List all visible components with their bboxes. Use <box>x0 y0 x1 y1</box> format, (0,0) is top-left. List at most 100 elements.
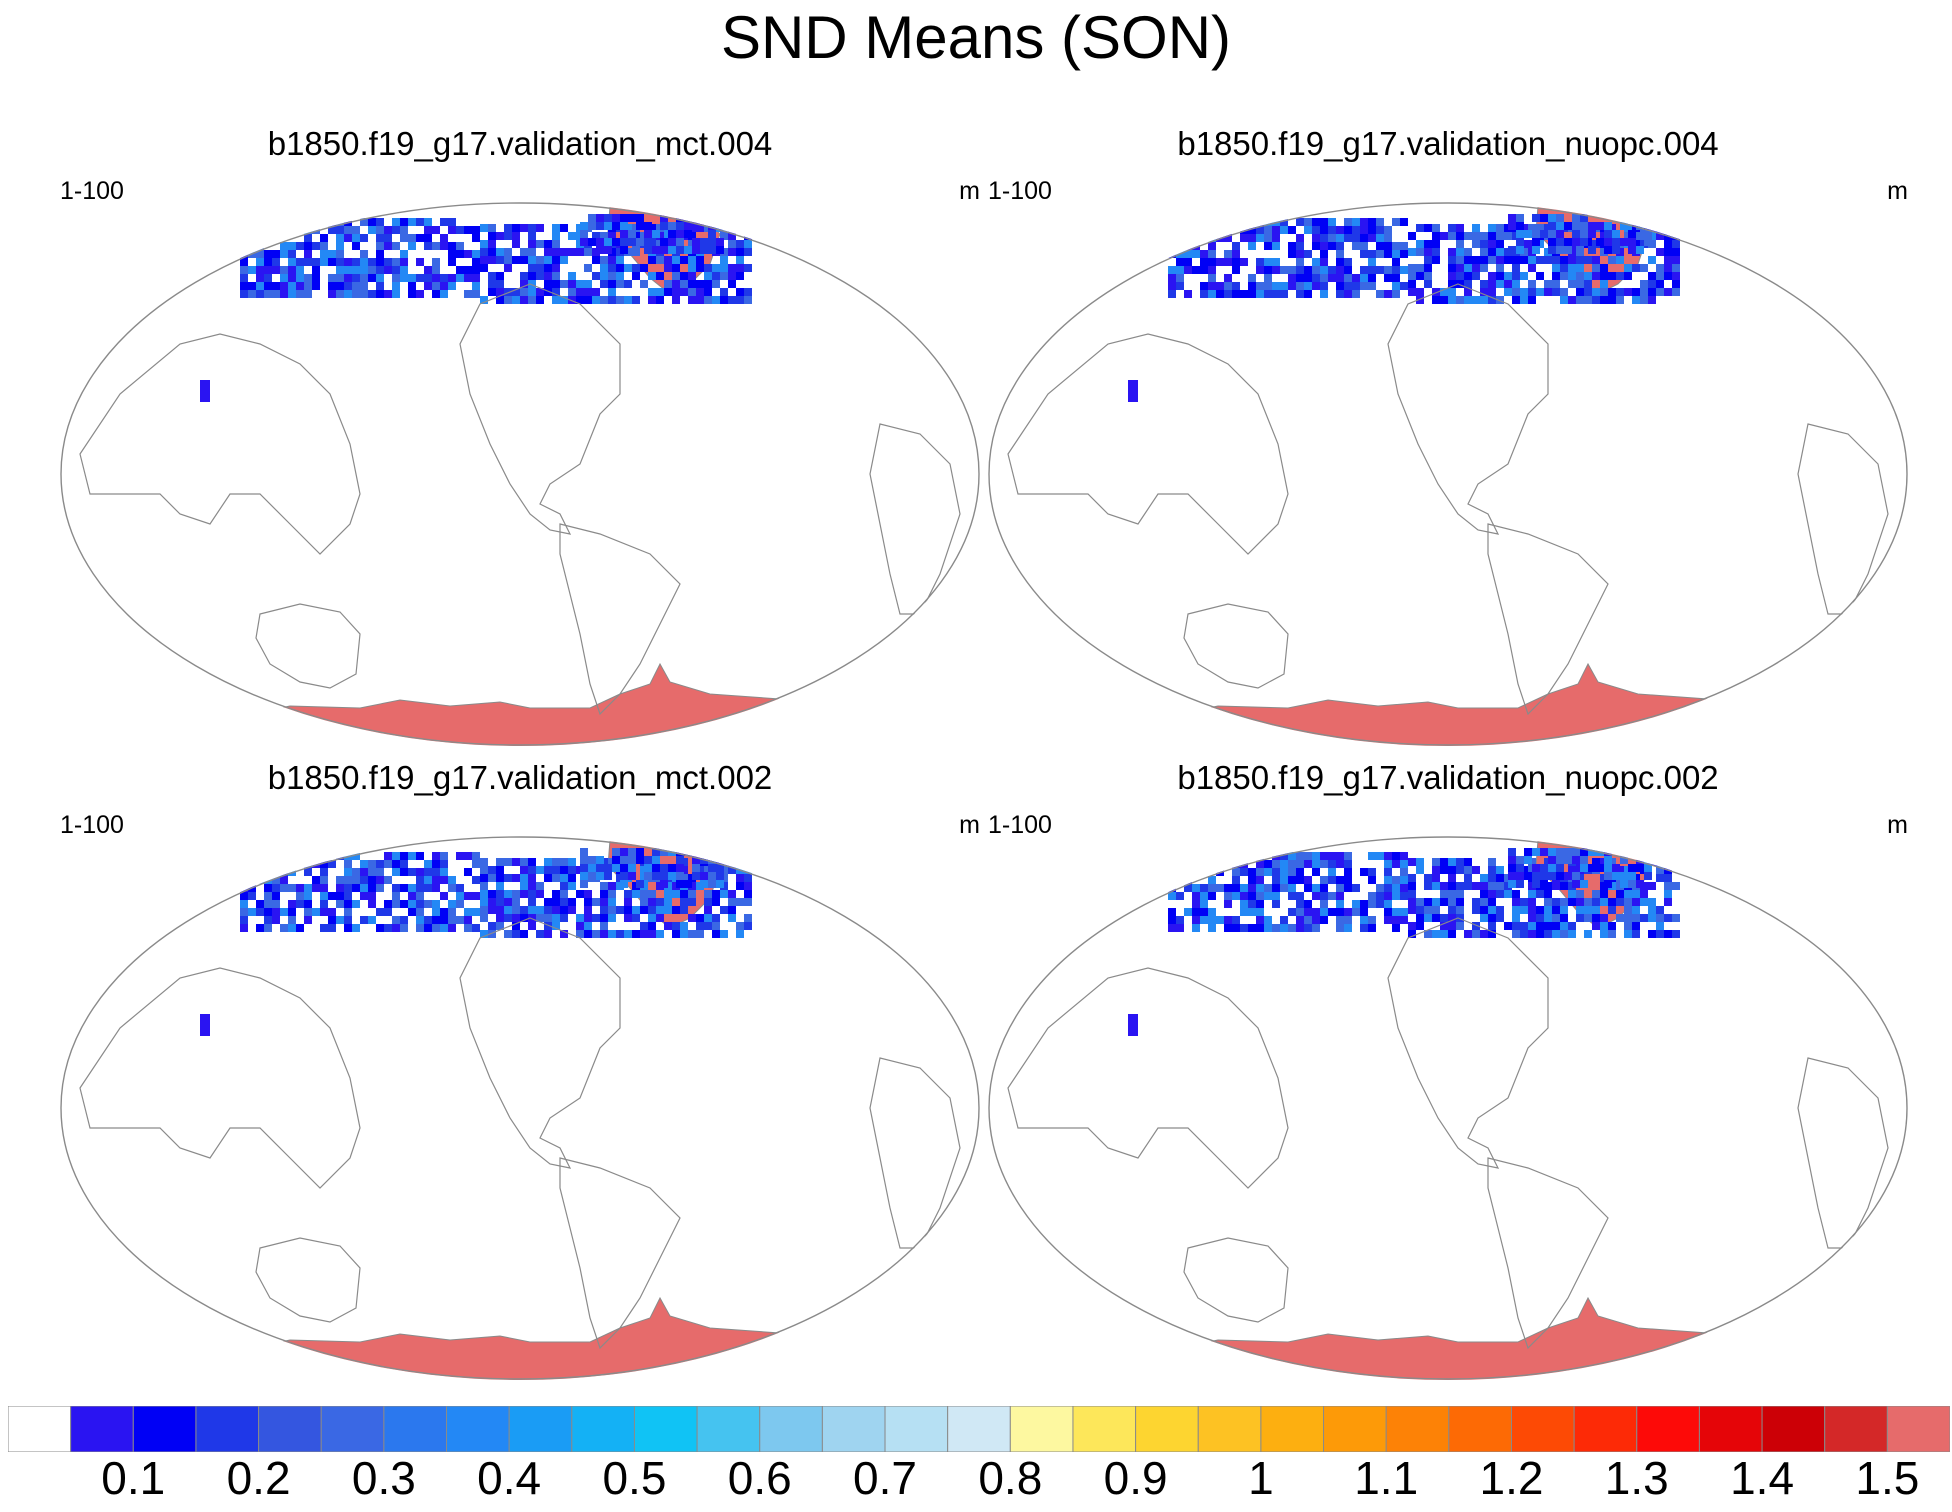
snow-cell-patch <box>200 1014 210 1036</box>
colorbar-tick-label: 1.5 <box>1855 1452 1920 1504</box>
coastline <box>1797 1057 1889 1249</box>
world-map <box>988 836 1908 1380</box>
colorbar-swatch <box>759 1406 823 1452</box>
colorbar-tick-label: 0.3 <box>351 1452 416 1504</box>
antarctica-shape <box>229 1296 821 1380</box>
map-outline <box>60 202 980 746</box>
antarctica-shape <box>1157 662 1749 746</box>
snow-cell-patch <box>200 380 210 402</box>
colorbar-tick-label: 1.1 <box>1354 1452 1419 1504</box>
panel-units-label: m <box>959 811 980 839</box>
world-map <box>60 836 980 1380</box>
coastline <box>79 333 361 555</box>
coastline <box>79 967 361 1189</box>
colorbar-tick-label: 1 <box>1248 1452 1274 1504</box>
snow-cell-patch <box>1128 380 1138 402</box>
colorbar-tick-label: 0.1 <box>101 1452 166 1504</box>
panel-title: b1850.f19_g17.validation_nuopc.002 <box>1177 759 1719 796</box>
colorbar-swatch <box>1448 1406 1512 1452</box>
map-content <box>1007 836 1889 1380</box>
panel-range-label: 1-100 <box>60 177 124 205</box>
panel-units-label: m <box>959 177 980 205</box>
panel-range-label: 1-100 <box>60 811 124 839</box>
colorbar-swatch <box>1636 1406 1700 1452</box>
coastline <box>1487 523 1609 716</box>
colorbar-swatch <box>1824 1406 1888 1452</box>
colorbar-swatch <box>1698 1406 1763 1452</box>
world-map <box>988 202 1908 746</box>
map-outline <box>988 836 1908 1380</box>
coastline <box>1387 917 1549 1169</box>
map-panel-mct-002: b1850.f19_g17.validation_mct.002 1-100 m <box>60 758 980 1380</box>
colorbar-swatch <box>446 1406 510 1452</box>
antarctica-shape <box>229 662 821 746</box>
colorbar-swatch <box>320 1406 385 1452</box>
colorbar-swatch <box>1135 1406 1199 1452</box>
panel-title: b1850.f19_g17.validation_mct.004 <box>267 125 773 162</box>
colorbar-swatch <box>383 1406 448 1452</box>
map-outline <box>60 836 980 1380</box>
colorbar-swatch <box>1197 1406 1262 1452</box>
colorbar-swatch <box>8 1406 72 1452</box>
colorbar-swatch <box>633 1406 698 1452</box>
colorbar-swatch <box>1573 1406 1638 1452</box>
colorbar-swatch <box>70 1406 134 1452</box>
panel-units-label: m <box>1887 811 1908 839</box>
colorbar-swatch <box>258 1406 322 1452</box>
antarctica-shape <box>1157 1296 1749 1380</box>
coastline <box>459 283 621 535</box>
panel-title: b1850.f19_g17.validation_mct.002 <box>267 759 773 796</box>
colorbar-swatch <box>947 1406 1011 1452</box>
coastline <box>559 1157 681 1350</box>
colorbar-swatch <box>1072 1406 1137 1452</box>
coastline <box>1007 967 1289 1189</box>
coastline <box>255 1237 361 1323</box>
panel-units-label: m <box>1887 177 1908 205</box>
coastline <box>559 523 681 716</box>
colorbar-swatch <box>1385 1406 1450 1452</box>
colorbar-tick-label: 0.2 <box>226 1452 291 1504</box>
colorbar-tick-label: 1.2 <box>1479 1452 1544 1504</box>
coastline <box>459 917 621 1169</box>
colorbar-swatch <box>1323 1406 1387 1452</box>
map-content <box>79 836 961 1380</box>
coastline <box>869 423 961 615</box>
colorbar-swatch <box>508 1406 573 1452</box>
coastline <box>1007 333 1289 555</box>
panel-title: b1850.f19_g17.validation_nuopc.004 <box>1177 125 1719 162</box>
map-panel-nuopc-004: b1850.f19_g17.validation_nuopc.004 1-100… <box>988 124 1908 746</box>
colorbar-swatch <box>1009 1406 1074 1452</box>
colorbar <box>8 1406 1950 1452</box>
colorbar-tick-label: 0.8 <box>978 1452 1043 1504</box>
colorbar-swatch <box>1761 1406 1826 1452</box>
colorbar-swatch <box>195 1406 260 1452</box>
colorbar-swatch <box>132 1406 197 1452</box>
colorbar-swatch <box>571 1406 635 1452</box>
snow-cell-patch <box>1128 1014 1138 1036</box>
map-outline <box>988 202 1908 746</box>
map-content <box>1007 202 1889 746</box>
colorbar-swatch <box>821 1406 886 1452</box>
coastline <box>1183 603 1289 689</box>
coastline <box>1487 1157 1609 1350</box>
coastline <box>1387 283 1549 535</box>
colorbar-tick-label: 1.4 <box>1730 1452 1795 1504</box>
figure-title: SND Means (SON) <box>720 4 1232 71</box>
colorbar-labels: 0.1 0.2 0.3 0.4 0.5 0.6 0.7 0.8 0.9 1 1.1 1.2 1.3 1.4… <box>0 1452 1952 1512</box>
colorbar-swatch <box>1886 1406 1950 1452</box>
colorbar-tick-label: 1.3 <box>1604 1452 1669 1504</box>
coastline <box>1797 423 1889 615</box>
panel-range-label: 1-100 <box>988 177 1052 205</box>
colorbar-tick-label: 0.6 <box>727 1452 792 1504</box>
panel-range-label: 1-100 <box>988 811 1052 839</box>
colorbar-swatch <box>1510 1406 1575 1452</box>
coastline <box>255 603 361 689</box>
colorbar-swatch <box>884 1406 949 1452</box>
map-content <box>79 202 961 746</box>
coastline <box>1183 1237 1289 1323</box>
colorbar-swatch <box>696 1406 761 1452</box>
colorbar-tick-label: 0.5 <box>602 1452 667 1504</box>
colorbar-swatch <box>1260 1406 1325 1452</box>
colorbar-tick-label: 0.7 <box>853 1452 918 1504</box>
map-panel-nuopc-002: b1850.f19_g17.validation_nuopc.002 1-100… <box>988 758 1908 1380</box>
